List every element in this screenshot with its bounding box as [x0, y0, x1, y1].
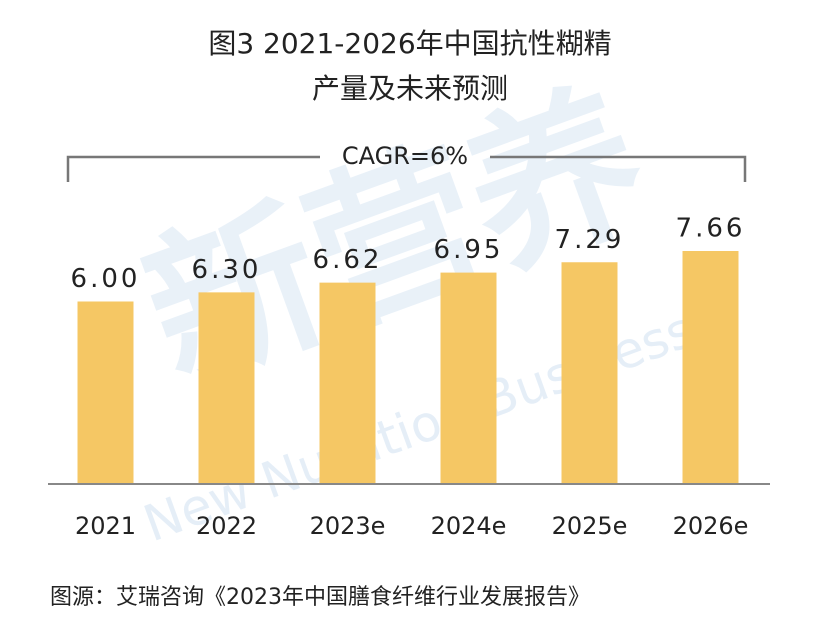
value-label: 7.66 [676, 214, 746, 244]
cagr-label: CAGR=6% [342, 142, 468, 170]
x-tick-label: 2024e [431, 512, 507, 540]
value-label: 6.62 [313, 245, 383, 275]
chart-subtitle: 产量及未来预测 [312, 72, 508, 105]
x-tick-label: 2023e [310, 512, 386, 540]
x-tick-label: 2026e [673, 512, 749, 540]
bar [198, 292, 255, 484]
bar [77, 301, 134, 484]
source: 图源：艾瑞咨询《2023年中国膳食纤维行业发展报告》 [50, 585, 590, 610]
bar [682, 251, 739, 484]
value-label: 6.30 [192, 255, 262, 285]
bar [561, 262, 618, 484]
value-label: 6.95 [434, 235, 504, 265]
value-label: 7.29 [555, 225, 625, 255]
x-tick-label: 2021 [75, 512, 136, 540]
bar [319, 282, 376, 484]
x-tick-label: 2022 [196, 512, 257, 540]
chart-title: 图3 2021-2026年中国抗性糊精 [208, 27, 611, 60]
cagr-bracket [490, 155, 747, 182]
x-tick-label: 2025e [552, 512, 628, 540]
cagr-bracket [66, 155, 320, 182]
bar [440, 272, 497, 484]
value-label: 6.00 [71, 264, 141, 294]
